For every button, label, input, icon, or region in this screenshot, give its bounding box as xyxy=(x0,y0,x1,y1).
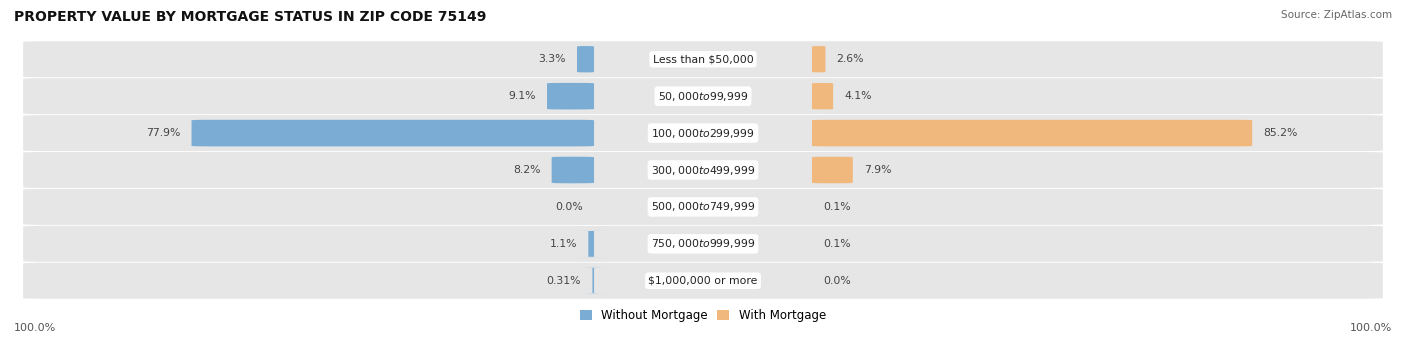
FancyBboxPatch shape xyxy=(576,46,593,72)
FancyBboxPatch shape xyxy=(813,83,834,109)
Text: 100.0%: 100.0% xyxy=(14,323,56,333)
Text: 4.1%: 4.1% xyxy=(845,91,872,101)
Text: Less than $50,000: Less than $50,000 xyxy=(652,54,754,64)
Text: 2.6%: 2.6% xyxy=(837,54,865,64)
FancyBboxPatch shape xyxy=(191,120,593,147)
FancyBboxPatch shape xyxy=(22,263,1384,299)
Legend: Without Mortgage, With Mortgage: Without Mortgage, With Mortgage xyxy=(575,304,831,327)
Text: $300,000 to $499,999: $300,000 to $499,999 xyxy=(651,164,755,176)
FancyBboxPatch shape xyxy=(551,157,593,183)
Text: 0.31%: 0.31% xyxy=(547,276,581,286)
FancyBboxPatch shape xyxy=(22,115,1384,151)
Text: 100.0%: 100.0% xyxy=(1350,323,1392,333)
FancyBboxPatch shape xyxy=(22,189,1384,225)
Text: PROPERTY VALUE BY MORTGAGE STATUS IN ZIP CODE 75149: PROPERTY VALUE BY MORTGAGE STATUS IN ZIP… xyxy=(14,10,486,24)
Text: 77.9%: 77.9% xyxy=(146,128,180,138)
Text: 0.1%: 0.1% xyxy=(824,239,852,249)
FancyBboxPatch shape xyxy=(813,157,853,183)
Text: 7.9%: 7.9% xyxy=(865,165,891,175)
FancyBboxPatch shape xyxy=(813,120,1253,147)
Text: $1,000,000 or more: $1,000,000 or more xyxy=(648,276,758,286)
Text: 9.1%: 9.1% xyxy=(508,91,536,101)
Text: $500,000 to $749,999: $500,000 to $749,999 xyxy=(651,200,755,214)
Text: $100,000 to $299,999: $100,000 to $299,999 xyxy=(651,126,755,140)
FancyBboxPatch shape xyxy=(808,46,828,72)
FancyBboxPatch shape xyxy=(22,41,1384,77)
Text: 85.2%: 85.2% xyxy=(1264,128,1298,138)
Text: Source: ZipAtlas.com: Source: ZipAtlas.com xyxy=(1281,10,1392,20)
Text: 3.3%: 3.3% xyxy=(538,54,565,64)
Text: 0.0%: 0.0% xyxy=(823,276,851,286)
FancyBboxPatch shape xyxy=(547,83,593,109)
Text: $50,000 to $99,999: $50,000 to $99,999 xyxy=(658,90,748,103)
Text: 0.1%: 0.1% xyxy=(824,202,852,212)
FancyBboxPatch shape xyxy=(576,268,609,294)
FancyBboxPatch shape xyxy=(576,231,605,257)
FancyBboxPatch shape xyxy=(22,152,1384,188)
Text: 8.2%: 8.2% xyxy=(513,165,540,175)
Text: $750,000 to $999,999: $750,000 to $999,999 xyxy=(651,237,755,250)
FancyBboxPatch shape xyxy=(22,78,1384,114)
FancyBboxPatch shape xyxy=(22,226,1384,262)
Text: 1.1%: 1.1% xyxy=(550,239,576,249)
Text: 0.0%: 0.0% xyxy=(555,202,582,212)
